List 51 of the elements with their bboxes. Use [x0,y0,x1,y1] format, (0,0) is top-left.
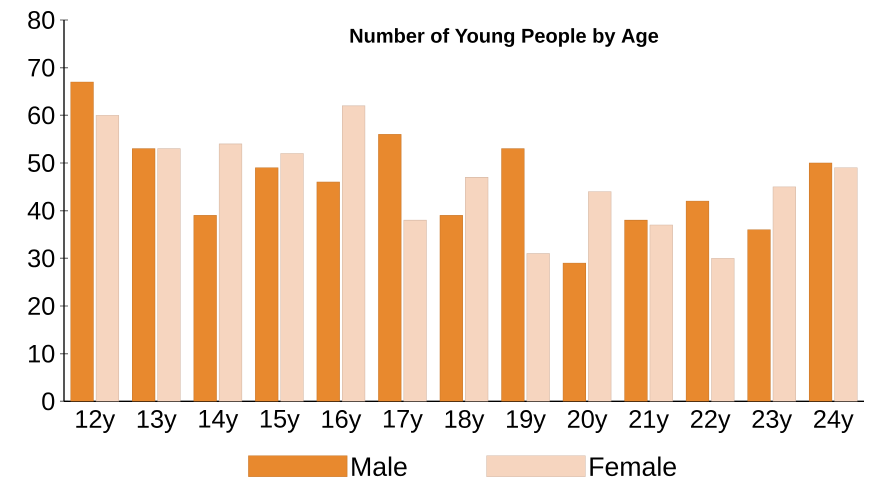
bar [316,182,340,402]
bar [772,186,796,402]
x-tick-label: 19y [507,410,546,433]
bar [747,229,771,402]
bar [526,253,550,402]
legend-label: Male [352,456,407,476]
bar [255,167,278,402]
y-tick-label: 80 [28,11,54,29]
bar [70,82,94,402]
x-tick-label: 21y [629,410,669,433]
y-tick-label: 10 [29,344,54,363]
bar [96,115,120,402]
bar [280,153,304,402]
chart-title: Number of Young People by Age [350,28,658,47]
y-tick-label: 20 [28,297,54,315]
bar [650,224,673,402]
bar [686,200,710,402]
x-tick-label: 16y [322,410,362,433]
bar [834,167,858,402]
bar [624,220,648,402]
bar [194,215,217,402]
bar [465,177,488,402]
bar [562,262,586,402]
x-tick-label: 20y [568,410,608,433]
x-tick-label: 23y [752,410,792,433]
legend-label: Female [590,456,676,476]
bar [711,258,734,402]
bar [218,144,242,402]
y-tick-label: 60 [28,106,54,124]
bar [378,134,402,402]
bar [440,215,463,402]
x-tick-label: 24y [814,410,854,433]
bar [342,106,366,402]
bar [501,148,524,402]
bar [157,148,181,402]
bar [588,191,612,402]
y-tick-label: 50 [28,154,54,172]
y-tick-label: 40 [28,202,54,220]
x-tick-label: 22y [691,410,731,433]
y-tick-label: 70 [28,58,54,77]
x-tick-label: 15y [260,410,300,433]
x-tick-label: 17y [384,410,423,433]
x-tick-label: 14y [199,410,238,433]
bar [132,148,156,402]
y-tick-label: 30 [28,249,54,268]
x-tick-label: 13y [138,410,177,433]
bar [808,162,832,402]
bar [404,220,427,402]
x-tick-label: 18y [446,410,484,433]
x-tick-label: 12y [76,410,116,433]
y-tick-label: 0 [42,392,54,410]
